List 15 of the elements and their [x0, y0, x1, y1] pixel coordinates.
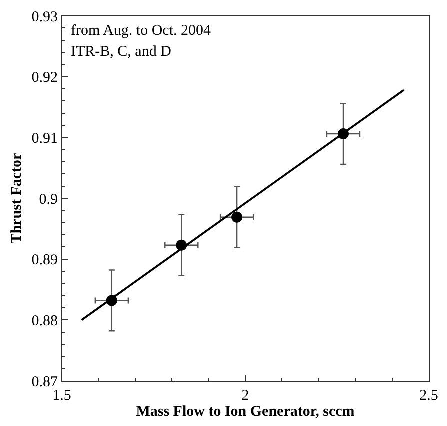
y-tick-label: 0.91	[32, 130, 58, 147]
y-tick-label: 0.88	[32, 313, 58, 330]
y-tick-label: 0.92	[32, 70, 58, 86]
x-tick-label: 1.5	[52, 388, 72, 404]
point	[232, 212, 243, 223]
y-tick-label: 0.9	[39, 192, 58, 208]
annotation: ITR-B, C, and D	[71, 44, 172, 60]
x-axis-title: Mass Flow to Ion Generator, sccm	[136, 404, 356, 420]
y-axis-title: Thrust Factor	[9, 152, 25, 244]
annotation: from Aug. to Oct. 2004	[71, 23, 212, 39]
y-tick-label: 0.93	[32, 9, 58, 26]
y-tick-label: 0.87	[32, 374, 58, 390]
x-tick-label: 2.5	[420, 388, 438, 404]
y-tick-label: 0.89	[32, 252, 58, 269]
x-tick-label: 2	[242, 388, 250, 404]
